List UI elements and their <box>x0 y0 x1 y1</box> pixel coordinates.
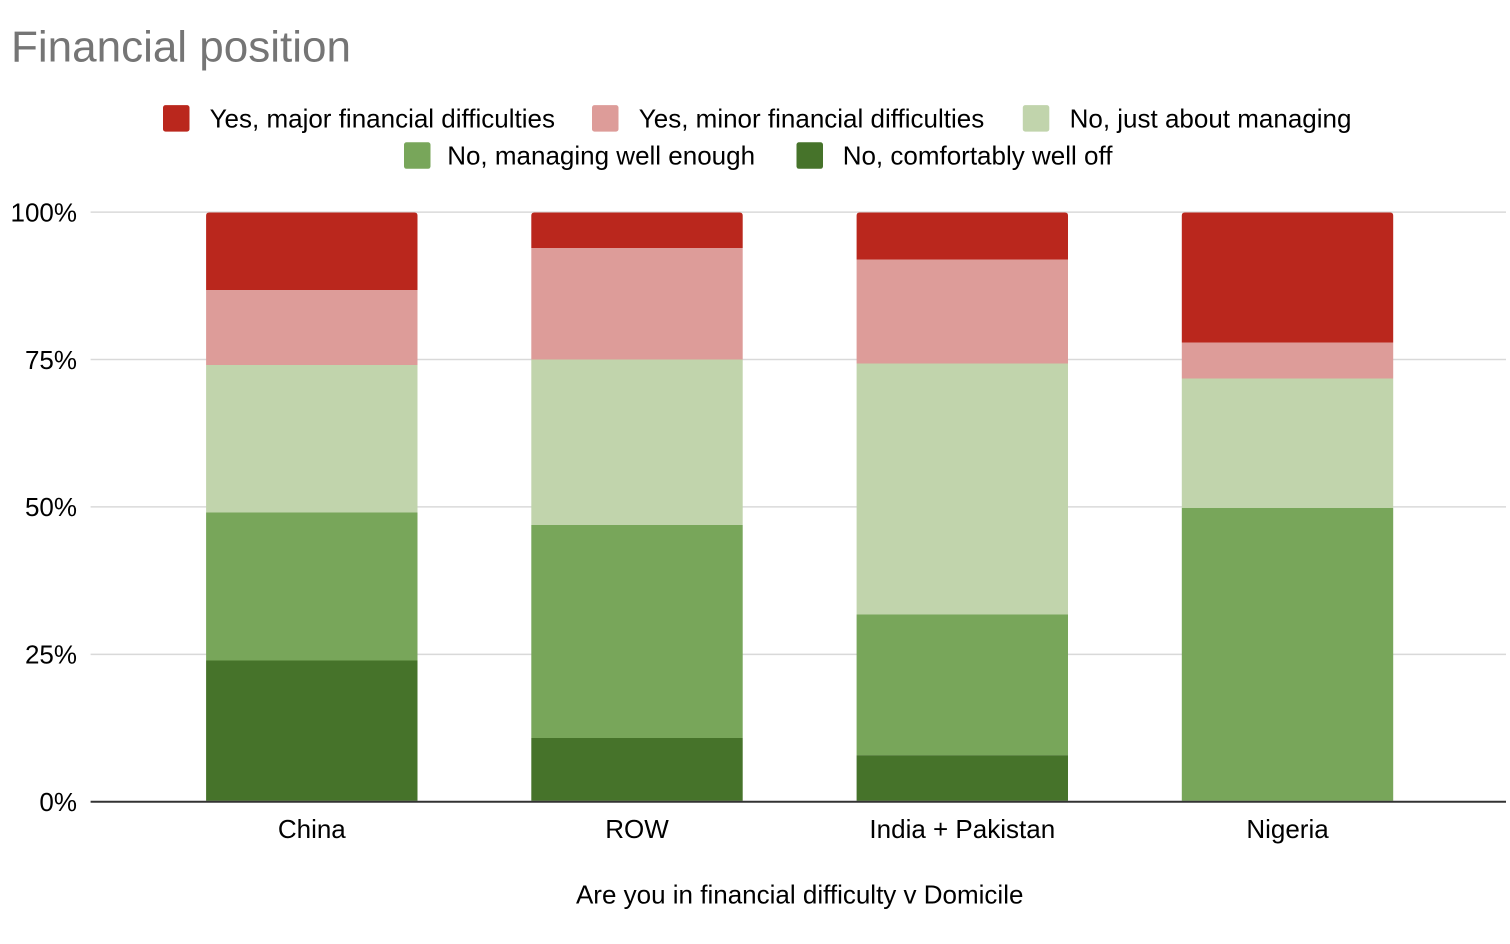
svg-text:No, just about managing: No, just about managing <box>1070 104 1352 134</box>
svg-text:0%: 0% <box>39 787 77 817</box>
svg-text:ROW: ROW <box>605 814 669 844</box>
svg-text:25%: 25% <box>25 640 77 670</box>
svg-text:No, managing well enough: No, managing well enough <box>447 141 755 171</box>
svg-text:Financial position: Financial position <box>11 23 351 72</box>
svg-text:No, comfortably well off: No, comfortably well off <box>843 141 1114 171</box>
svg-text:Yes, major financial difficult: Yes, major financial difficulties <box>210 104 555 134</box>
svg-text:100%: 100% <box>11 197 78 227</box>
svg-text:50%: 50% <box>25 492 77 522</box>
svg-text:Yes, minor financial difficult: Yes, minor financial difficulties <box>639 104 984 134</box>
svg-text:Nigeria: Nigeria <box>1246 814 1329 844</box>
svg-text:Are you in financial difficult: Are you in financial difficulty v Domici… <box>576 879 1023 909</box>
svg-text:75%: 75% <box>25 345 77 375</box>
svg-text:China: China <box>278 814 346 844</box>
svg-text:India + Pakistan: India + Pakistan <box>869 814 1055 844</box>
